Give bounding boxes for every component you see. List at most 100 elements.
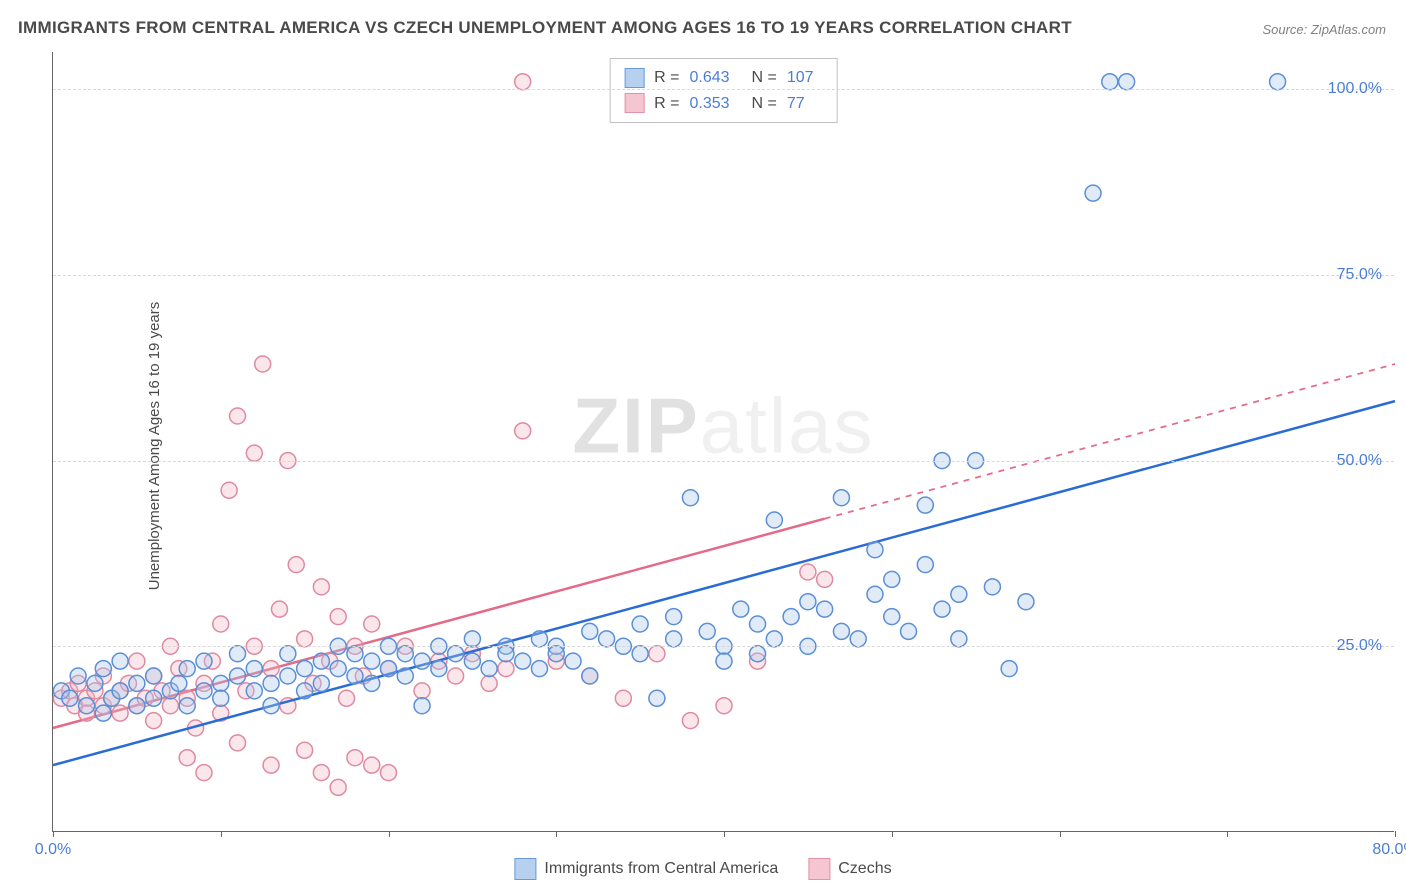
point-central_america — [246, 661, 262, 677]
point-central_america — [884, 571, 900, 587]
x-tick — [556, 831, 557, 837]
x-tick — [892, 831, 893, 837]
point-central_america — [213, 690, 229, 706]
x-tick — [1060, 831, 1061, 837]
point-central_america — [733, 601, 749, 617]
point-czechs — [339, 690, 355, 706]
point-central_america — [867, 586, 883, 602]
x-tick — [724, 831, 725, 837]
point-czechs — [381, 765, 397, 781]
legend-label: Czechs — [838, 860, 891, 878]
point-central_america — [750, 616, 766, 632]
point-czechs — [129, 653, 145, 669]
point-central_america — [330, 661, 346, 677]
stat-n-value: 107 — [787, 65, 823, 91]
stat-r-value: 0.643 — [690, 65, 742, 91]
point-central_america — [364, 675, 380, 691]
point-central_america — [632, 646, 648, 662]
stat-n-value: 77 — [787, 91, 823, 117]
legend-swatch — [808, 858, 830, 880]
point-central_america — [699, 623, 715, 639]
point-czechs — [817, 571, 833, 587]
point-czechs — [615, 690, 631, 706]
point-central_america — [179, 698, 195, 714]
point-central_america — [95, 661, 111, 677]
point-czechs — [515, 423, 531, 439]
point-central_america — [599, 631, 615, 647]
point-czechs — [800, 564, 816, 580]
point-czechs — [288, 557, 304, 573]
point-central_america — [766, 631, 782, 647]
point-central_america — [481, 661, 497, 677]
point-central_america — [632, 616, 648, 632]
point-czechs — [271, 601, 287, 617]
source-label: Source: ZipAtlas.com — [1262, 22, 1386, 37]
point-czechs — [347, 750, 363, 766]
point-czechs — [221, 482, 237, 498]
point-central_america — [87, 675, 103, 691]
point-central_america — [582, 668, 598, 684]
stat-r-label: R = — [654, 65, 679, 91]
plot-area: ZIPatlas R =0.643N =107R =0.353N =77 25.… — [52, 52, 1394, 832]
point-czechs — [313, 765, 329, 781]
y-tick-label: 100.0% — [1328, 80, 1382, 98]
gridline-h — [53, 89, 1394, 90]
point-central_america — [196, 653, 212, 669]
point-central_america — [884, 609, 900, 625]
point-central_america — [582, 623, 598, 639]
point-czechs — [682, 713, 698, 729]
point-central_america — [313, 653, 329, 669]
point-czechs — [481, 675, 497, 691]
legend-label: Immigrants from Central America — [544, 860, 778, 878]
point-czechs — [162, 698, 178, 714]
point-czechs — [297, 742, 313, 758]
point-central_america — [850, 631, 866, 647]
scatter-svg — [53, 52, 1394, 831]
point-central_america — [364, 653, 380, 669]
point-central_america — [246, 683, 262, 699]
point-central_america — [901, 623, 917, 639]
point-czechs — [230, 735, 246, 751]
point-czechs — [263, 757, 279, 773]
trend-line-dashed-czechs — [825, 364, 1395, 519]
point-czechs — [246, 445, 262, 461]
x-tick — [1395, 831, 1396, 837]
point-central_america — [833, 623, 849, 639]
point-central_america — [230, 646, 246, 662]
point-central_america — [531, 661, 547, 677]
point-central_america — [297, 683, 313, 699]
point-central_america — [397, 668, 413, 684]
x-tick — [221, 831, 222, 837]
point-central_america — [716, 653, 732, 669]
point-czechs — [179, 750, 195, 766]
chart-title: IMMIGRANTS FROM CENTRAL AMERICA VS CZECH… — [18, 18, 1072, 38]
point-central_america — [62, 690, 78, 706]
point-central_america — [934, 601, 950, 617]
point-czechs — [716, 698, 732, 714]
y-tick-label: 75.0% — [1337, 266, 1382, 284]
point-czechs — [112, 705, 128, 721]
legend-item-czechs: Czechs — [808, 858, 891, 880]
point-central_america — [515, 653, 531, 669]
bottom-legend: Immigrants from Central America Czechs — [514, 858, 891, 880]
point-central_america — [129, 675, 145, 691]
point-central_america — [280, 668, 296, 684]
point-central_america — [112, 683, 128, 699]
point-central_america — [297, 661, 313, 677]
point-central_america — [414, 653, 430, 669]
point-central_america — [347, 668, 363, 684]
point-czechs — [313, 579, 329, 595]
x-tick-label: 80.0% — [1372, 841, 1406, 859]
point-central_america — [263, 698, 279, 714]
point-central_america — [313, 675, 329, 691]
point-central_america — [448, 646, 464, 662]
gridline-h — [53, 275, 1394, 276]
point-central_america — [1270, 74, 1286, 90]
point-czechs — [230, 408, 246, 424]
point-central_america — [280, 646, 296, 662]
point-central_america — [1085, 185, 1101, 201]
x-tick — [53, 831, 54, 837]
point-central_america — [146, 668, 162, 684]
point-central_america — [951, 631, 967, 647]
gridline-h — [53, 646, 1394, 647]
